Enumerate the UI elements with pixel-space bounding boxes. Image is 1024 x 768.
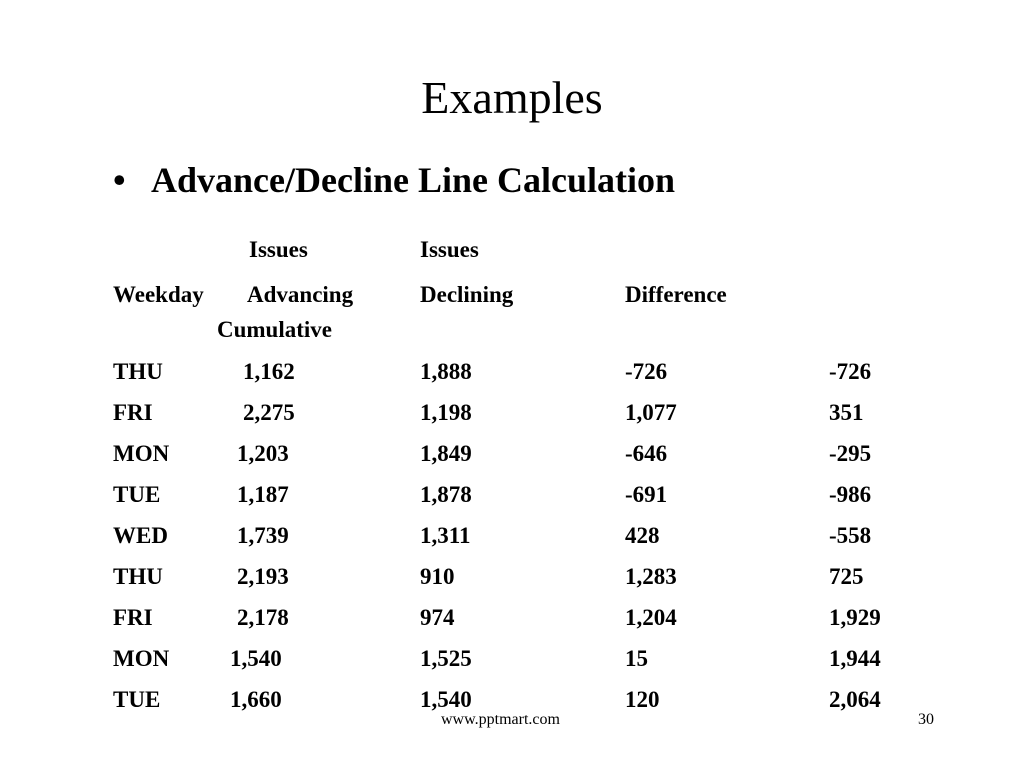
cell-difference: 15 xyxy=(625,646,648,671)
cell-difference: 1,283 xyxy=(625,564,677,589)
cell-cumulative: -558 xyxy=(829,523,872,548)
cell-weekday: THU xyxy=(113,564,163,589)
cell-cumulative: -986 xyxy=(829,482,872,507)
cell-cumulative: 1,929 xyxy=(829,605,881,630)
cell-cumulative: 1,944 xyxy=(829,646,881,671)
cell-advancing: 1,187 xyxy=(237,482,289,507)
cell-difference: 1,077 xyxy=(625,400,677,425)
cell-weekday: MON xyxy=(113,441,170,466)
cell-advancing: 1,162 xyxy=(243,359,295,384)
bullet-item: • Advance/Decline Line Calculation xyxy=(113,158,675,202)
cell-weekday: THU xyxy=(113,359,163,384)
cell-difference: -691 xyxy=(625,482,668,507)
cell-cumulative: 725 xyxy=(829,564,864,589)
cell-advancing: 2,275 xyxy=(243,400,295,425)
cell-cumulative: -295 xyxy=(829,441,872,466)
cell-weekday: FRI xyxy=(113,605,153,630)
header-cumulative: Cumulative xyxy=(217,317,332,342)
cell-advancing: 1,660 xyxy=(230,687,282,712)
cell-advancing: 2,178 xyxy=(237,605,289,630)
header-issues-declining: Issues xyxy=(420,237,479,262)
footer-website: www.pptmart.com xyxy=(441,711,560,728)
cell-advancing: 1,739 xyxy=(237,523,289,548)
cell-declining: 1,311 xyxy=(420,523,471,548)
cell-declining: 974 xyxy=(420,605,455,630)
header-advancing: Advancing xyxy=(247,282,354,307)
slide-title: Examples xyxy=(421,72,603,123)
cell-declining: 1,878 xyxy=(420,482,472,507)
cell-weekday: WED xyxy=(113,523,168,548)
cell-advancing: 2,193 xyxy=(237,564,289,589)
cell-cumulative: 351 xyxy=(829,400,864,425)
cell-weekday: TUE xyxy=(113,687,161,712)
cell-declining: 1,540 xyxy=(420,687,472,712)
cell-cumulative: -726 xyxy=(829,359,872,384)
page-number: 30 xyxy=(918,711,934,728)
cell-difference: -646 xyxy=(625,441,668,466)
cell-difference: -726 xyxy=(625,359,668,384)
header-weekday: Weekday xyxy=(113,282,204,307)
cell-difference: 1,204 xyxy=(625,605,677,630)
cell-declining: 910 xyxy=(420,564,455,589)
cell-cumulative: 2,064 xyxy=(829,687,881,712)
header-issues-advancing: Issues xyxy=(249,237,308,262)
cell-advancing: 1,540 xyxy=(230,646,282,671)
bullet-text: Advance/Decline Line Calculation xyxy=(151,160,675,200)
cell-declining: 1,849 xyxy=(420,441,472,466)
header-declining: Declining xyxy=(420,282,514,307)
cell-weekday: MON xyxy=(113,646,170,671)
cell-declining: 1,198 xyxy=(420,400,472,425)
cell-declining: 1,525 xyxy=(420,646,472,671)
cell-difference: 428 xyxy=(625,523,660,548)
cell-difference: 120 xyxy=(625,687,660,712)
header-difference: Difference xyxy=(625,282,727,307)
cell-advancing: 1,203 xyxy=(237,441,289,466)
cell-declining: 1,888 xyxy=(420,359,472,384)
cell-weekday: TUE xyxy=(113,482,161,507)
bullet-icon: • xyxy=(113,160,126,200)
cell-weekday: FRI xyxy=(113,400,153,425)
